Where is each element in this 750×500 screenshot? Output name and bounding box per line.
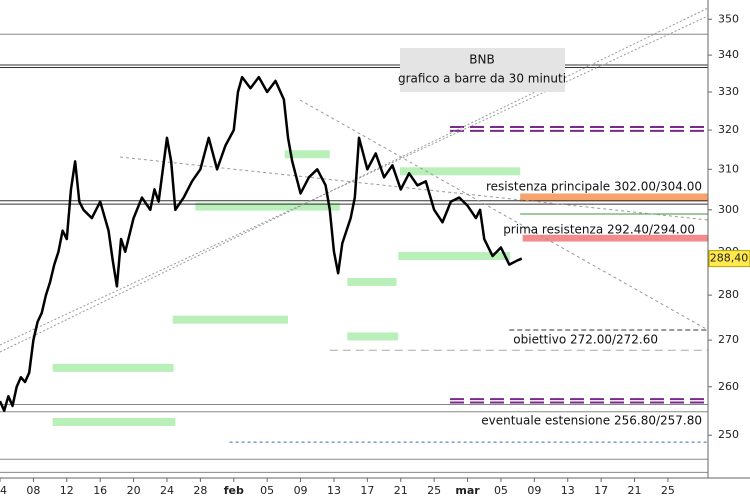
x-tick-label: 25 [427,484,441,497]
resistance-band [520,193,708,202]
chart-subtitle: grafico a barre da 30 minuti [398,72,566,86]
y-tick-label: 270 [718,333,739,346]
volume-zone [347,332,399,341]
y-tick-label: 320 [718,123,739,136]
y-tick-label: 340 [718,48,739,61]
x-tick-label: 13 [561,484,575,497]
x-tick-label: 28 [193,484,207,497]
last-price-box [708,250,750,268]
y-tick-label: 250 [718,428,739,441]
volume-zone [52,417,176,426]
trend-line [299,99,709,331]
volume-zone [284,150,330,159]
x-tick-label: 05 [260,484,274,497]
x-tick-label: mar [455,484,480,497]
resistance-band [522,234,708,242]
y-tick-label: 330 [718,85,739,98]
title-box [400,48,565,92]
last-price-label: 288,40 [710,252,749,265]
x-tick-label: 25 [661,484,675,497]
y-tick-label: 310 [718,162,739,175]
volume-zone [398,252,511,261]
x-tick-label: 09 [527,484,541,497]
x-tick-label: 08 [26,484,40,497]
x-tick-label: 16 [93,484,107,497]
y-tick-label: 300 [718,203,739,216]
x-tick-label: feb [224,484,244,497]
x-tick-label: 17 [360,484,374,497]
volume-zone [172,315,289,324]
annotation: obiettivo 272.00/272.60 [513,333,658,347]
volume-zone [52,363,174,372]
volume-zone [195,202,340,211]
x-tick-label: 05 [494,484,508,497]
x-tick-label: 17 [594,484,608,497]
chart-title: BNB [469,53,494,67]
x-tick-label: 20 [127,484,141,497]
volume-zone [399,167,521,176]
annotation: resistenza principale 302.00/304.00 [486,180,702,194]
y-tick-label: 280 [718,288,739,301]
volume-zone [347,277,397,286]
annotation: eventuale estensione 256.80/257.80 [481,414,702,428]
y-tick-label: 260 [718,380,739,393]
x-tick-label: 24 [160,484,174,497]
x-tick-label: 13 [327,484,341,497]
x-tick-label: 09 [294,484,308,497]
trend-line [0,7,709,353]
price-line [0,75,523,413]
y-tick-label: 350 [718,12,739,25]
annotation: prima resistenza 292.40/294.00 [503,223,695,237]
x-tick-label: 21 [394,484,408,497]
x-tick-label: 04 [0,484,7,497]
x-tick-label: 12 [60,484,74,497]
x-tick-label: 21 [628,484,642,497]
